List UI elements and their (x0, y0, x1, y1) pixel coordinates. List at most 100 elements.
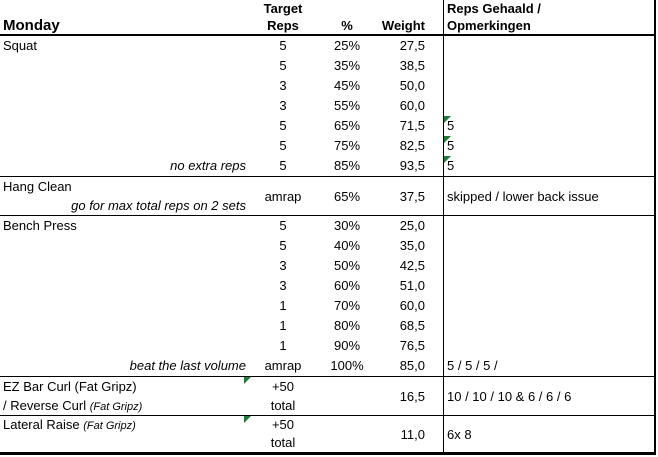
exercise-name-reverse-curl[interactable]: / Reverse Curl (Fat Gripz) (0, 396, 250, 415)
target-reps-cell[interactable]: 3 (279, 78, 287, 93)
comment-flag-triangle-icon (444, 156, 451, 163)
weight-cell[interactable]: 42,5 (399, 258, 425, 273)
target-reps-cell[interactable]: total (270, 398, 296, 413)
target-reps-cell[interactable]: total (270, 435, 296, 450)
percent-cell[interactable]: 65% (333, 188, 361, 204)
comment-flag-triangle-icon (244, 416, 251, 423)
result-text: 5 (447, 118, 455, 133)
section-bench-press: Bench Press beat the last volume 5 30% 2… (0, 216, 656, 377)
weight-cell[interactable]: 76,5 (399, 338, 425, 353)
weight-cell[interactable]: 11,0 (400, 426, 425, 442)
weight-cell[interactable]: 35,0 (399, 238, 425, 253)
target-reps-cell[interactable]: 3 (279, 278, 287, 293)
col-header-comments-line2[interactable]: Opmerkingen (447, 18, 531, 33)
target-reps-cell[interactable]: 5 (279, 38, 287, 53)
day-label[interactable]: Monday (3, 17, 60, 34)
target-reps-cell[interactable]: 3 (279, 98, 287, 113)
result-text: 5 (447, 138, 455, 153)
percent-cell[interactable]: 85% (333, 158, 361, 173)
percent-cell[interactable]: 65% (333, 118, 361, 133)
weight-cell[interactable]: 38,5 (399, 58, 425, 73)
result-cell[interactable]: 5 (443, 116, 656, 136)
target-reps-cell[interactable]: amrap (264, 188, 302, 204)
weight-cell[interactable]: 93,5 (399, 158, 425, 173)
exercise-name-squat[interactable]: Squat (3, 38, 37, 53)
target-reps-cell[interactable]: 1 (279, 338, 287, 353)
target-reps-cell[interactable]: 5 (279, 58, 287, 73)
target-reps-cell[interactable]: +50 (244, 416, 316, 434)
target-reps-cell[interactable]: 5 (279, 138, 287, 153)
percent-cell[interactable]: 30% (333, 218, 361, 233)
target-reps-cell[interactable]: 5 (279, 118, 287, 133)
result-cell[interactable]: 10 / 10 / 10 & 6 / 6 / 6 (447, 388, 572, 404)
result-cell[interactable]: 6x 8 (447, 426, 472, 442)
note-bench-press[interactable]: beat the last volume (129, 358, 246, 373)
result-cell[interactable]: skipped / lower back issue (447, 188, 599, 204)
percent-cell[interactable]: 75% (333, 138, 361, 153)
result-cell[interactable]: 5 (443, 136, 656, 156)
exercise-name-text: Lateral Raise (3, 417, 84, 432)
percent-cell[interactable]: 80% (333, 318, 361, 333)
weight-cell[interactable]: 85,0 (399, 358, 425, 373)
percent-cell[interactable]: 35% (333, 58, 361, 73)
target-reps-cell[interactable]: 5 (279, 238, 287, 253)
weight-cell[interactable]: 51,0 (399, 278, 425, 293)
percent-cell[interactable]: 70% (333, 298, 361, 313)
exercise-name-modifier: (Fat Gripz) (83, 420, 136, 432)
weight-cell[interactable]: 37,5 (399, 188, 425, 204)
section-lateral-raise: Lateral Raise (Fat Gripz) +50 total 11,0… (0, 416, 656, 455)
target-reps-text: +50 (271, 379, 295, 394)
result-cell[interactable]: 5 / 5 / 5 / (447, 358, 498, 373)
section-squat: Squat no extra reps 5 25% 27,5 5 35% 38,… (0, 36, 656, 177)
col-header-target-line1[interactable]: Target (263, 1, 303, 16)
comment-flag-triangle-icon (444, 136, 451, 143)
weight-cell[interactable]: 71,5 (399, 118, 425, 133)
exercise-name-hang-clean[interactable]: Hang Clean (3, 179, 72, 194)
target-reps-cell[interactable]: 5 (279, 158, 287, 173)
weight-cell[interactable]: 60,0 (399, 298, 425, 313)
section-hang-clean: Hang Clean go for max total reps on 2 se… (0, 177, 656, 216)
exercise-name-ez-bar-curl[interactable]: EZ Bar Curl (Fat Gripz) (3, 379, 137, 394)
percent-cell[interactable]: 40% (333, 238, 361, 253)
weight-cell[interactable]: 82,5 (399, 138, 425, 153)
exercise-name-text: / Reverse Curl (3, 398, 90, 413)
percent-cell[interactable]: 45% (333, 78, 361, 93)
percent-cell[interactable]: 60% (333, 278, 361, 293)
target-reps-cell[interactable]: 1 (279, 318, 287, 333)
section-ez-bar-curl: EZ Bar Curl (Fat Gripz) / Reverse Curl (… (0, 377, 656, 416)
note-squat[interactable]: no extra reps (170, 158, 246, 173)
col-header-weight[interactable]: Weight (381, 18, 425, 33)
weight-cell[interactable]: 25,0 (399, 218, 425, 233)
col-header-percent[interactable]: % (341, 18, 353, 33)
exercise-name-bench-press[interactable]: Bench Press (3, 218, 77, 233)
exercise-name-lateral-raise[interactable]: Lateral Raise (Fat Gripz) (0, 416, 250, 434)
header-row: Target Reps Gehaald / Monday Reps % Weig… (0, 0, 656, 36)
percent-cell[interactable]: 90% (333, 338, 361, 353)
weight-cell[interactable]: 60,0 (399, 98, 425, 113)
comment-flag-triangle-icon (244, 377, 251, 384)
percent-cell[interactable]: 50% (333, 258, 361, 273)
weight-cell[interactable]: 27,5 (399, 38, 425, 53)
col-header-target-line2[interactable]: Reps (267, 18, 299, 33)
target-reps-cell[interactable]: +50 (244, 377, 316, 396)
weight-cell[interactable]: 68,5 (399, 318, 425, 333)
percent-cell[interactable]: 100% (330, 358, 364, 373)
exercise-name-modifier: (Fat Gripz) (89, 401, 143, 413)
result-text: 5 (447, 158, 455, 173)
col-header-comments-line1[interactable]: Reps Gehaald / (447, 1, 541, 16)
result-cell[interactable]: 5 (443, 156, 656, 176)
note-hang-clean[interactable]: go for max total reps on 2 sets (71, 198, 246, 213)
comments-column-divider (443, 0, 444, 455)
weight-cell[interactable]: 50,0 (399, 78, 425, 93)
percent-cell[interactable]: 25% (333, 38, 361, 53)
target-reps-cell[interactable]: 3 (279, 258, 287, 273)
target-reps-text: +50 (271, 417, 295, 432)
table-right-border (654, 0, 656, 455)
weight-cell[interactable]: 16,5 (399, 388, 425, 404)
target-reps-cell[interactable]: 1 (279, 298, 287, 313)
target-reps-cell[interactable]: amrap (264, 358, 302, 373)
percent-cell[interactable]: 55% (333, 98, 361, 113)
target-reps-cell[interactable]: 5 (279, 218, 287, 233)
comment-flag-triangle-icon (444, 116, 451, 123)
